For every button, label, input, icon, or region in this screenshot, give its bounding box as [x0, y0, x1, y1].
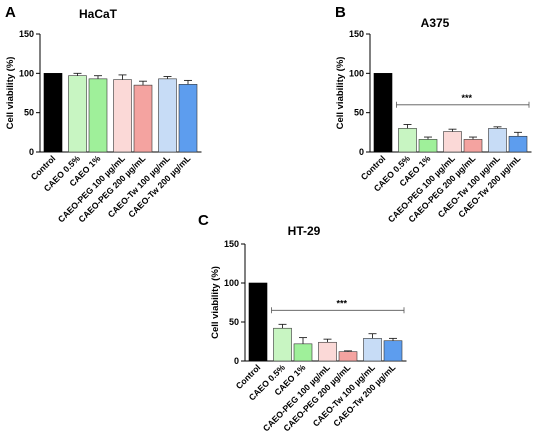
panel-letter: B	[335, 4, 346, 21]
bar	[88, 78, 108, 153]
chart-title: HaCaT	[79, 7, 118, 21]
bar	[338, 351, 358, 362]
y-axis-label: Cell viability (%)	[335, 57, 346, 130]
y-tick-label: 150	[349, 29, 364, 39]
panel-letter: A	[5, 4, 16, 21]
y-tick-label: 50	[24, 108, 34, 118]
y-tick-label: 100	[224, 278, 239, 288]
chart-title: HT-29	[288, 224, 321, 238]
bar	[43, 73, 63, 153]
bar	[178, 84, 198, 153]
chart-title: A375	[421, 16, 450, 30]
bar	[373, 73, 393, 153]
bar	[418, 139, 438, 153]
y-axis-label: Cell viability (%)	[210, 266, 221, 339]
bar	[158, 78, 177, 153]
bar	[318, 341, 337, 362]
bar	[443, 131, 462, 153]
panel-letter: C	[198, 212, 209, 229]
y-tick-label: 0	[234, 356, 239, 366]
bar	[293, 343, 313, 362]
y-axis-label: Cell viability (%)	[5, 57, 16, 130]
y-tick-label: 100	[349, 68, 364, 78]
bar	[398, 128, 417, 153]
bar	[68, 75, 87, 153]
bar	[248, 282, 268, 362]
y-tick-label: 150	[19, 29, 34, 39]
y-tick-label: 50	[229, 317, 239, 327]
y-tick-label: 0	[359, 147, 364, 157]
bar	[273, 327, 292, 362]
y-tick-label: 150	[224, 239, 239, 249]
y-tick-label: 100	[19, 68, 34, 78]
y-tick-label: 0	[29, 147, 34, 157]
bar	[488, 128, 507, 153]
bar	[508, 135, 528, 153]
significance-label: ***	[461, 93, 472, 103]
bar	[133, 84, 153, 153]
bar	[463, 139, 483, 153]
y-tick-label: 50	[354, 108, 364, 118]
significance-label: ***	[336, 298, 347, 308]
bar	[363, 338, 382, 362]
bar	[383, 340, 403, 362]
bar	[113, 79, 132, 153]
